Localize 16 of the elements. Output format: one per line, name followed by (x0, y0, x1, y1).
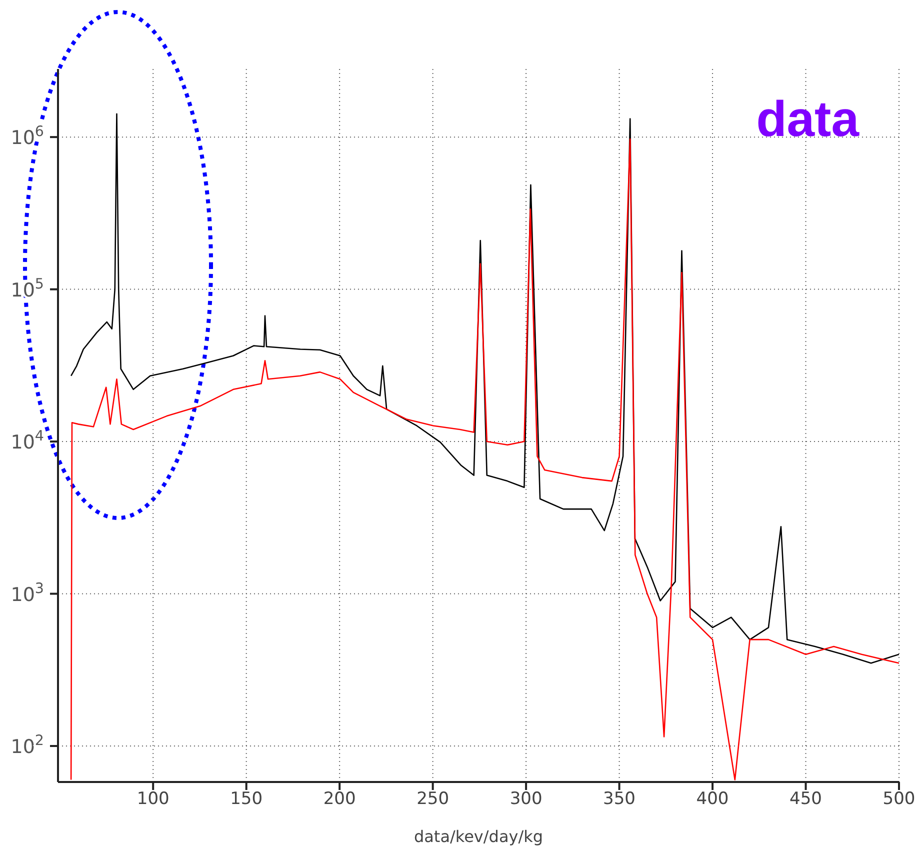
x-tick-label: 400 (696, 789, 729, 810)
y-tick-label: 10$^{4}$ (10, 428, 44, 454)
y-tick-label: 10$^{3}$ (10, 580, 44, 606)
x-tick-label: 250 (416, 789, 450, 810)
annotation: data (756, 91, 859, 147)
x-axis-title: data/kev/day/kg (414, 827, 544, 846)
x-tick-label: 100 (136, 789, 170, 810)
x-tick-label: 350 (603, 789, 636, 810)
y-tick-label: 10$^{2}$ (10, 732, 44, 758)
x-tick-label: 300 (510, 789, 542, 810)
x-tick-label: 450 (790, 789, 822, 810)
line-series (70, 138, 899, 780)
x-tick-label: 150 (230, 789, 263, 810)
x-tick-label: 200 (323, 789, 356, 810)
x-tick-label: 500 (882, 789, 916, 810)
y-tick-label: 10$^{5}$ (10, 276, 44, 302)
